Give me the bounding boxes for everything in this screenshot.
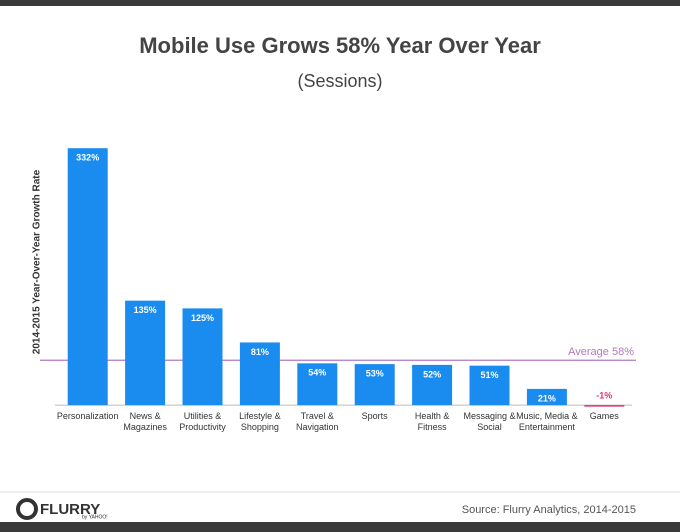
x-tick-label: Music, Media & Entertainment — [516, 411, 578, 432]
x-tick-label: News & Magazines — [123, 411, 167, 432]
x-tick-label: Sports — [361, 411, 388, 421]
x-tick-label: Utilities & Productivity — [179, 411, 226, 432]
bar — [526, 388, 567, 406]
chart-subtitle: (Sessions) — [297, 71, 382, 91]
brand-sub: by YAHOO! — [82, 514, 108, 520]
value-label: 81% — [251, 347, 269, 357]
x-tick-label: Messaging & Social — [463, 411, 516, 432]
value-label: 54% — [308, 368, 326, 378]
value-label: 135% — [134, 305, 157, 315]
x-tick-label: Personalization — [56, 411, 119, 421]
reference-label: Average 58% — [568, 346, 634, 358]
bar — [239, 342, 280, 406]
bar — [125, 300, 166, 406]
value-label: 21% — [538, 393, 556, 403]
top-bar — [0, 0, 680, 6]
x-tick-label: Health & Fitness — [414, 411, 450, 432]
logo-icon — [16, 498, 38, 520]
source: Source: Flurry Analytics, 2014-2015 — [462, 504, 636, 516]
bottom-bar — [0, 522, 680, 532]
value-label: 52% — [423, 369, 441, 379]
bar — [297, 363, 338, 406]
brand-name: FLURRY — [40, 501, 100, 518]
bar — [584, 405, 625, 407]
chart-title: Mobile Use Grows 58% Year Over Year — [139, 33, 541, 58]
value-label: 51% — [480, 370, 498, 380]
x-tick-label: Games — [589, 411, 619, 421]
value-label: 53% — [366, 368, 384, 378]
bar — [469, 365, 510, 406]
x-tick-label: Lifestyle & Shopping — [239, 411, 281, 432]
y-axis-label: 2014-2015 Year-Over-Year Growth Rate — [32, 169, 43, 354]
x-tick-label: Travel & Navigation — [296, 411, 339, 432]
value-label: 332% — [76, 153, 99, 163]
bar — [182, 308, 223, 406]
bar — [354, 364, 395, 406]
value-label: -1% — [596, 391, 612, 401]
bar — [412, 364, 453, 406]
bar — [67, 148, 108, 406]
value-label: 125% — [191, 313, 214, 323]
